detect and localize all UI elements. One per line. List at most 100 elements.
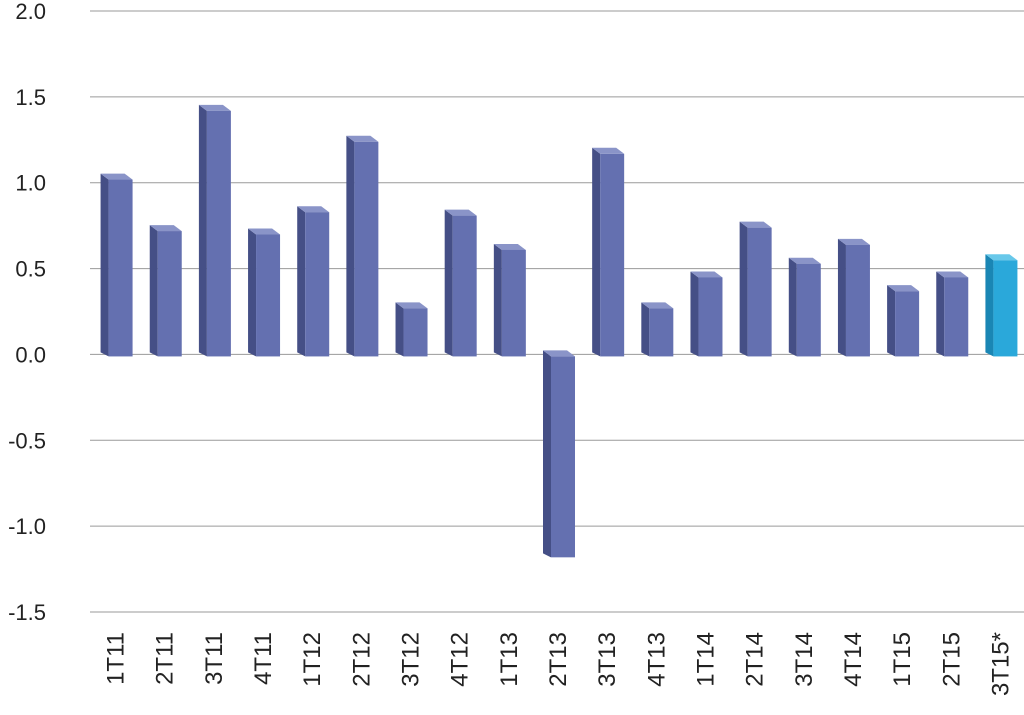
x-tick-label: 2T13 [545, 632, 572, 687]
bar-top [149, 225, 182, 232]
bar-2T13 [543, 350, 575, 558]
bar-1T12 [297, 206, 330, 357]
bar-top [297, 206, 330, 213]
bar-front [845, 244, 870, 357]
x-tick-label: 3T11 [201, 632, 228, 685]
x-tick-label: 1T14 [692, 632, 719, 687]
bar-side [297, 206, 306, 357]
bar-front [698, 277, 723, 357]
bar-4T14 [837, 238, 870, 357]
bar-side [739, 221, 748, 357]
bar-top [100, 173, 133, 180]
x-tick-label: 2T12 [348, 632, 375, 687]
bar-front [256, 234, 281, 357]
bar-3T15* [985, 254, 1018, 357]
bar-front [108, 179, 133, 357]
bar-top [198, 104, 231, 111]
bar-side [248, 228, 257, 357]
bar-front [944, 277, 969, 357]
bar-top [936, 271, 969, 278]
bar-1T13 [493, 243, 526, 357]
bar-side [149, 225, 158, 357]
bar-top [985, 254, 1018, 261]
bar-top [739, 221, 772, 228]
bar-3T14 [788, 257, 821, 357]
bar-side [936, 271, 945, 357]
bar-top [395, 302, 428, 309]
bar-4T12 [444, 209, 477, 357]
x-tick-label: 4T13 [643, 632, 670, 687]
bar-side [985, 254, 994, 357]
x-tick-label: 2T11 [152, 632, 179, 685]
bar-front [600, 153, 625, 357]
bar-side [543, 350, 551, 558]
bar-2T12 [346, 135, 379, 357]
y-axis-ticks: 2.0 1.5 1.0 0.5 0.0 -0.5 -1.0 -1.5 [8, 0, 46, 625]
bar-3T12 [395, 302, 428, 357]
bar-4T13 [641, 302, 674, 357]
bar-front [206, 110, 231, 357]
bar-1T11 [100, 173, 133, 357]
bar-side [641, 302, 650, 357]
bar-side [837, 238, 846, 357]
bar-front [157, 231, 182, 357]
bar-1T14 [690, 271, 723, 357]
bar-side [395, 302, 404, 357]
bar-front [354, 141, 379, 357]
bar-front [305, 212, 330, 357]
bar-top [837, 238, 870, 245]
bar-front [452, 215, 477, 357]
bar-front [895, 291, 920, 357]
x-tick-label: 3T14 [791, 632, 818, 687]
bar-2T14 [739, 221, 772, 357]
bar-top [887, 285, 920, 292]
y-tick-label: -1.5 [8, 600, 46, 625]
bar-front [747, 227, 772, 357]
x-tick-label: 4T12 [447, 632, 474, 687]
x-tick-label: 2T14 [742, 632, 769, 687]
bar-4T11 [248, 228, 281, 357]
bar-side [444, 209, 453, 357]
y-tick-label: 0.5 [15, 257, 46, 282]
x-tick-label: 4T14 [840, 632, 867, 687]
y-tick-label: 1.0 [15, 171, 46, 196]
bar-side [592, 147, 601, 357]
bar-top [788, 257, 821, 264]
bar-side [788, 257, 797, 357]
bar-side [346, 135, 355, 357]
x-tick-label: 2T15 [938, 632, 965, 687]
bar-top [592, 147, 625, 154]
x-tick-label: 3T12 [398, 632, 425, 687]
bar-3T11 [198, 104, 231, 357]
x-axis-ticks: 1T11 2T11 3T11 4T11 1T12 2T12 3T12 4T12 1T13 2T13… [103, 632, 1015, 696]
bar-side [887, 285, 896, 357]
x-tick-label: 4T11 [250, 632, 277, 685]
bar-front [403, 308, 428, 357]
bar-front [993, 260, 1018, 357]
bar-top [493, 243, 526, 250]
bar-top [248, 228, 281, 235]
bar-front [796, 263, 821, 357]
x-tick-label: 1T15 [889, 632, 916, 687]
y-tick-label: -0.5 [8, 428, 46, 453]
y-tick-label: -1.0 [8, 514, 46, 539]
bar-side [690, 271, 699, 357]
bar-front [551, 356, 575, 558]
bar-top [444, 209, 477, 216]
bar-top [543, 350, 575, 357]
bar-2T11 [149, 225, 182, 357]
x-tick-label: 1T13 [496, 632, 523, 687]
bar-front [501, 249, 526, 357]
bar-side [198, 104, 207, 357]
x-tick-label: 3T15* [987, 632, 1014, 696]
x-tick-label: 1T11 [103, 632, 130, 685]
bar-top [641, 302, 674, 309]
x-tick-label: 1T12 [299, 632, 326, 687]
bar-1T15 [887, 285, 920, 357]
x-tick-label: 3T13 [594, 632, 621, 687]
bar-top [690, 271, 723, 278]
bars [100, 104, 1018, 558]
bar-top [346, 135, 379, 142]
bar-2T15 [936, 271, 969, 357]
